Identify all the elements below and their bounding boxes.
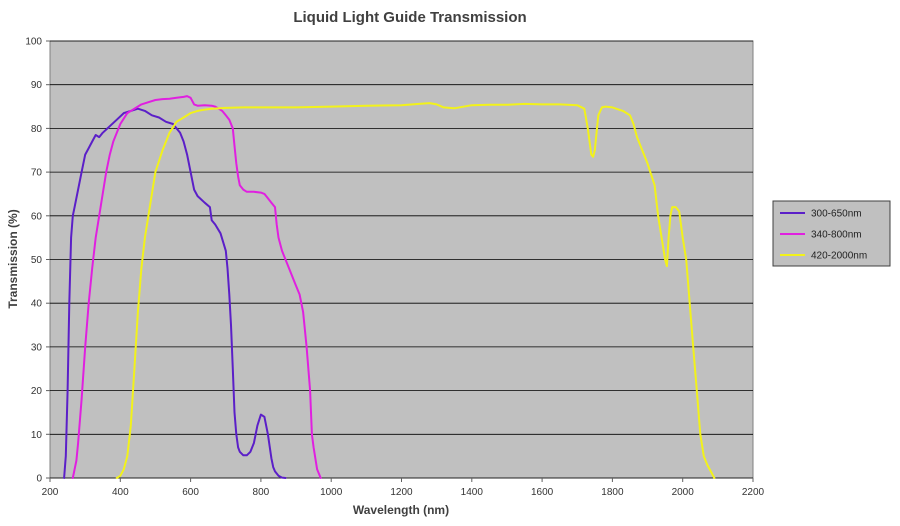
x-tick-label: 400 (112, 487, 129, 498)
y-tick-label: 40 (31, 299, 43, 310)
grid-lines (50, 40, 753, 479)
chart-title: Liquid Light Guide Transmission (293, 9, 526, 26)
y-tick-label: 80 (31, 124, 43, 135)
x-tick-label: 200 (42, 487, 59, 498)
x-tick-label: 1200 (390, 487, 413, 498)
y-tick-label: 0 (36, 474, 42, 485)
y-tick-label: 20 (31, 386, 43, 397)
x-axis: 200 400 600 800 1000 1200 1400 1600 1800 2000 2200 (42, 478, 765, 498)
series-line-340-800nm (71, 95, 322, 479)
y-tick-label: 50 (31, 255, 43, 266)
series-line-300-650nm (63, 107, 287, 479)
y-axis-label: Transmission (%) (6, 209, 20, 308)
y-tick-label: 10 (31, 430, 43, 441)
y-axis: 0 10 20 30 40 50 60 70 80 90 100 (25, 37, 50, 485)
x-tick-label: 1000 (320, 487, 343, 498)
x-axis-label: Wavelength (nm) (353, 503, 449, 517)
x-tick-label: 2200 (742, 487, 765, 498)
legend-label: 420-2000nm (811, 251, 867, 262)
x-tick-label: 1800 (601, 487, 624, 498)
legend-label: 300-650nm (811, 209, 862, 220)
series-line-420-2000nm (115, 102, 716, 479)
x-tick-label: 1400 (461, 487, 484, 498)
legend: 300-650nm 340-800nm 420-2000nm (772, 200, 891, 267)
legend-label: 340-800nm (811, 230, 862, 241)
series-lines (63, 95, 716, 479)
y-tick-label: 90 (31, 80, 43, 91)
x-tick-label: 1600 (531, 487, 554, 498)
x-tick-label: 2000 (672, 487, 695, 498)
y-tick-label: 30 (31, 342, 43, 353)
y-tick-label: 70 (31, 168, 43, 179)
y-tick-label: 100 (25, 37, 42, 48)
y-tick-label: 60 (31, 211, 43, 222)
x-tick-label: 800 (253, 487, 270, 498)
x-tick-label: 600 (182, 487, 199, 498)
